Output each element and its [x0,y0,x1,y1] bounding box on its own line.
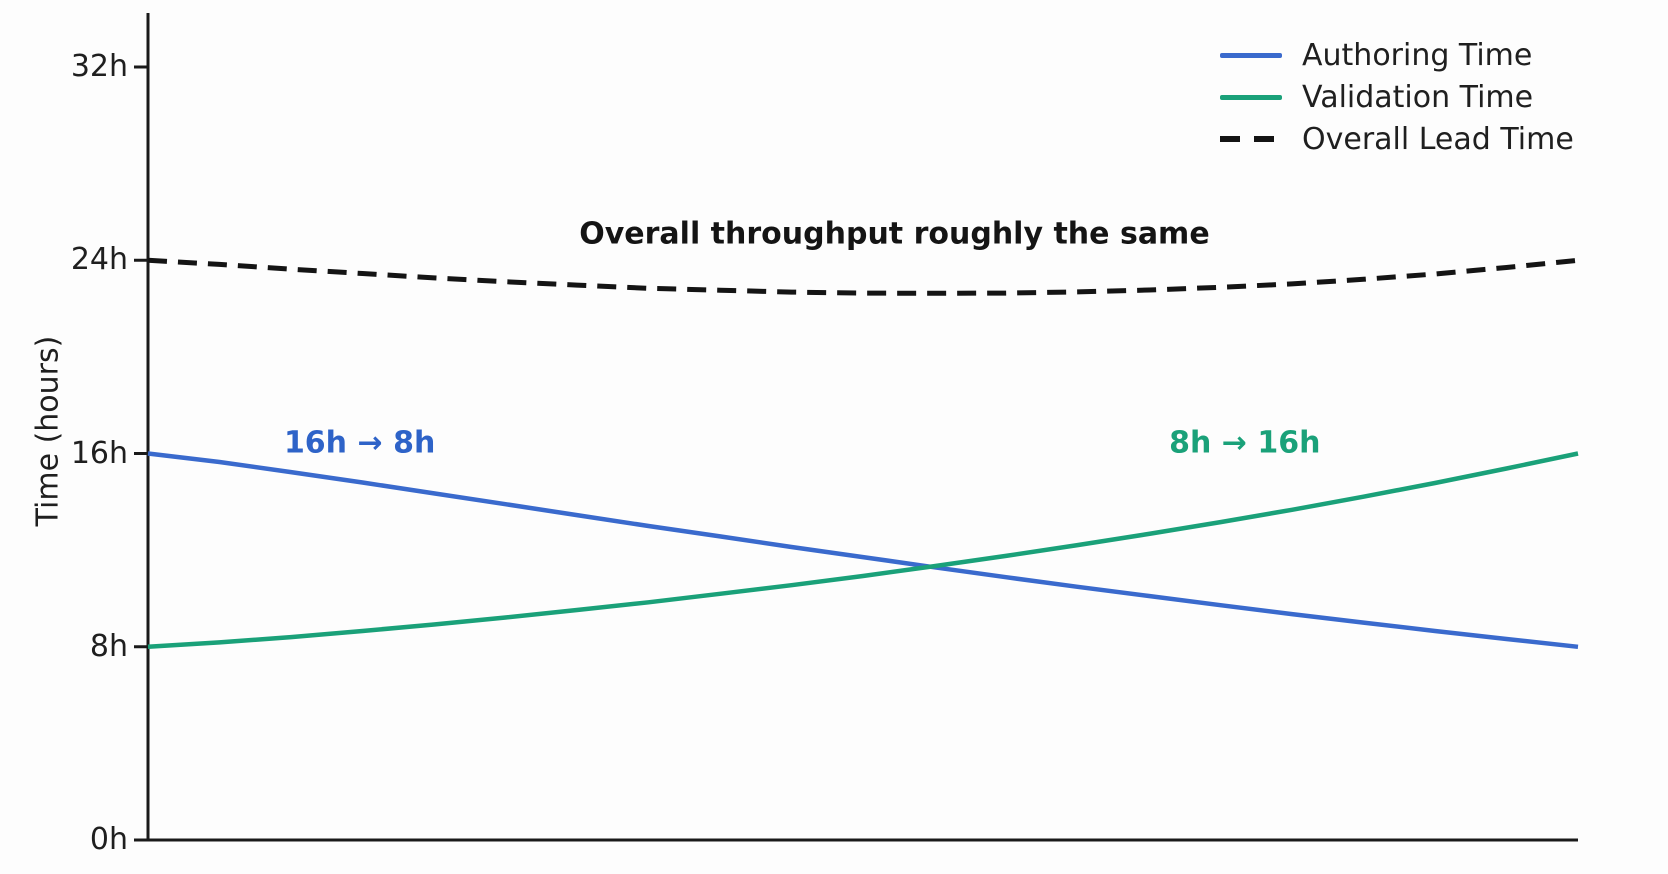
annotation-authoring-change: 16h → 8h [283,425,436,461]
series-line-overall-lead-time [147,257,1579,296]
y-tick-label: 24h [70,242,128,278]
legend-row-validation: Validation Time [1220,76,1574,118]
y-tick-label: 16h [70,435,128,471]
annotation-overall-throughput: Overall throughput roughly the same [579,216,1210,252]
y-tick-label: 32h [70,49,128,84]
legend-row-overall: Overall Lead Time [1220,118,1574,160]
legend-label-authoring: Authoring Time [1302,37,1533,73]
series-line-validation-time [147,451,1579,650]
legend-line-sample-authoring [1220,52,1282,58]
legend-line-sample-overall [1220,136,1282,142]
y-axis-label: Time (hours) [30,335,66,527]
y-tick-label: 8h [89,628,128,664]
y-tick-label: 0h [89,822,128,857]
legend-label-validation: Validation Time [1302,79,1534,115]
chart-legend: Authoring Time Validation Time Overall L… [1220,34,1574,160]
annotation-validation-change: 8h → 16h [1169,425,1321,461]
legend-label-overall: Overall Lead Time [1302,121,1574,157]
legend-line-sample-validation [1220,94,1282,100]
series-line-authoring-time [147,451,1579,650]
legend-row-authoring: Authoring Time [1220,34,1574,76]
